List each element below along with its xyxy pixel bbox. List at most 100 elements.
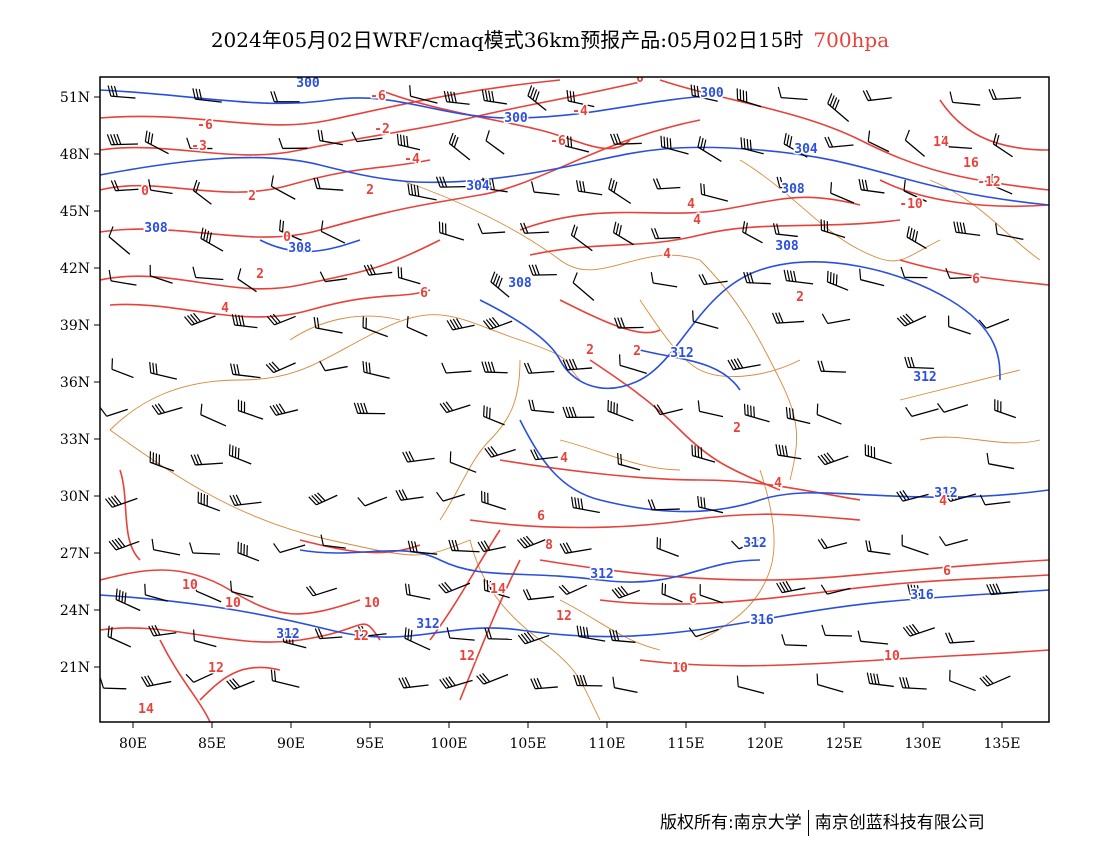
wind-barb: [896, 313, 927, 327]
wind-barb: [282, 631, 307, 649]
temperature-contour-label: 2: [248, 189, 256, 204]
footer-right: 南京创蓝科技有限公司: [814, 813, 985, 833]
wind-barb: [231, 314, 258, 329]
temperature-contour-label: -4: [572, 104, 588, 119]
wind-barb: [439, 676, 473, 689]
wind-barb: [395, 489, 424, 501]
wind-barb: [404, 627, 431, 651]
wind-barb: [899, 676, 927, 690]
wind-barb: [397, 266, 421, 285]
temperature-contour-label: -12: [977, 175, 1000, 190]
temperature-contour-label: 10: [884, 649, 900, 664]
height-contour-label: 308: [781, 182, 805, 197]
wind-barb: [407, 540, 438, 555]
wind-barb: [613, 317, 644, 329]
wind-barb: [477, 540, 506, 553]
wind-barb: [902, 623, 935, 637]
temperature-contour-label: 2: [796, 290, 804, 305]
footer-separator: [807, 810, 809, 836]
wind-barb: [319, 271, 348, 283]
wind-barb: [477, 223, 506, 235]
lon-label: 95E: [356, 736, 384, 752]
wind-barb: [148, 624, 177, 637]
wind-barb: [901, 534, 929, 556]
wind-barb: [820, 584, 851, 595]
wind-barb: [111, 358, 134, 379]
wind-barb: [237, 541, 260, 562]
wind-barb: [948, 315, 971, 335]
wind-barb: [907, 584, 934, 599]
map-axes: 51N 48N 45N 42N 39N 36N 33N 30N 27N 24N 21N 80E 85E 9…: [60, 90, 1021, 752]
wind-barb: [783, 132, 808, 158]
temperature-contour-label: 0: [283, 230, 291, 245]
wind-barb: [619, 354, 647, 374]
wind-barb: [653, 404, 683, 416]
wind-barb: [994, 399, 1016, 419]
wind-barb: [107, 85, 136, 99]
wind-barb: [572, 272, 595, 302]
wind-barb: [192, 266, 224, 281]
wind-barb: [903, 179, 927, 203]
temperature-contour-label: 4: [693, 213, 701, 228]
wind-barb: [189, 542, 221, 555]
wind-barb: [727, 358, 761, 371]
wind-barb: [279, 219, 303, 241]
wind-barb: [195, 580, 222, 603]
wind-barb: [108, 269, 137, 286]
wind-barb: [609, 133, 642, 145]
temperature-contour-label: -6: [197, 118, 213, 133]
wind-barb: [485, 130, 505, 155]
lon-label: 115E: [668, 736, 705, 752]
wind-barb: [691, 444, 716, 463]
temperature-contour-label: 6: [537, 509, 545, 524]
temperature-contour-label: -3: [191, 139, 207, 154]
temperature-contour-label: 4: [939, 494, 947, 509]
wind-barb: [363, 264, 393, 276]
height-contour-label: 312: [416, 617, 439, 632]
country-border: [559, 599, 661, 651]
wind-barb: [108, 537, 140, 551]
temperature-contour-label: 2: [366, 183, 374, 198]
country-border: [109, 314, 581, 431]
wind-barb: [945, 632, 975, 644]
wind-barb: [530, 449, 558, 461]
wind-barb: [320, 534, 346, 549]
temperature-contour: [599, 574, 1049, 605]
wind-barb: [107, 625, 132, 648]
wind-barb: [688, 627, 719, 638]
wind-barb: [104, 495, 138, 508]
wind-barb: [937, 402, 969, 413]
wind-barb: [776, 580, 806, 594]
lat-label: 30N: [60, 489, 90, 505]
wind-barb: [149, 264, 173, 284]
lon-label: 90E: [277, 736, 305, 752]
wind-barb: [438, 581, 471, 594]
wind-barb: [652, 178, 681, 190]
wind-barb: [449, 451, 477, 473]
wind-barb: [731, 538, 761, 550]
temperature-contour-label: 6: [689, 592, 697, 607]
lat-label: 45N: [60, 204, 90, 220]
temperature-contour: [379, 89, 631, 150]
contour-labels: 300 300 300 304 304 308 308 308 308 308 312 312 312 3…: [137, 77, 1003, 719]
height-contour-label: 312: [276, 627, 299, 642]
wind-barb: [817, 360, 846, 373]
wind-barb: [859, 268, 885, 287]
wind-barb: [140, 675, 172, 688]
wind-barb: [697, 136, 722, 162]
lon-label: 130E: [905, 736, 942, 752]
wind-barb: [905, 406, 939, 417]
wind-barb: [772, 223, 798, 238]
height-contour-label: 300: [504, 111, 528, 126]
wind-barb: [576, 625, 606, 642]
wind-barb: [896, 489, 929, 502]
wind-barb: [273, 543, 306, 554]
wind-barb: [441, 362, 472, 374]
wind-barb: [448, 132, 471, 161]
height-contour-label: 312: [743, 536, 766, 551]
lat-label: 51N: [60, 90, 90, 106]
wind-barb: [699, 584, 723, 604]
height-contour-label: 308: [144, 221, 168, 236]
wind-barb: [566, 90, 595, 108]
lat-label: 33N: [60, 432, 90, 448]
